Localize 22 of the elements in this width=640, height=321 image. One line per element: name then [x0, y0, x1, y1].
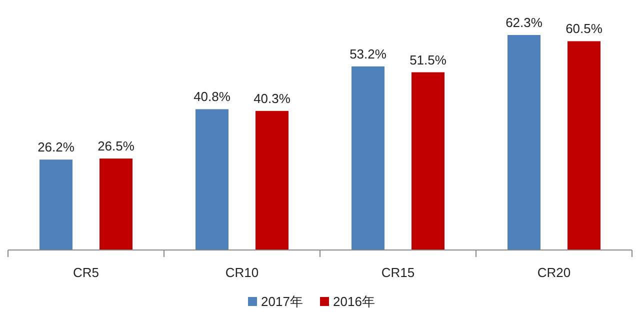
bar	[412, 72, 444, 250]
data-label: 51.5%	[410, 52, 447, 68]
data-label: 26.2%	[38, 140, 75, 155]
legend-label: 2017年	[261, 294, 303, 309]
bar	[508, 35, 540, 250]
x-tick-label: CR5	[72, 265, 100, 280]
bar	[256, 110, 288, 250]
bar	[40, 160, 72, 250]
data-label: 60.5%	[566, 21, 603, 36]
legend-label: 2016年	[333, 294, 375, 309]
data-label: 40.3%	[254, 90, 291, 106]
x-tick-label: CR15	[381, 265, 415, 280]
data-label: 53.2%	[350, 46, 387, 62]
data-label: 62.3%	[506, 15, 543, 30]
x-tick-label: CR20	[537, 265, 571, 280]
bar	[100, 158, 132, 250]
bar	[196, 109, 228, 250]
x-tick-label: CR10	[225, 265, 259, 280]
data-label: 26.5%	[98, 138, 135, 154]
bar	[352, 66, 384, 250]
bar	[568, 41, 600, 250]
data-label: 40.8%	[194, 89, 231, 104]
